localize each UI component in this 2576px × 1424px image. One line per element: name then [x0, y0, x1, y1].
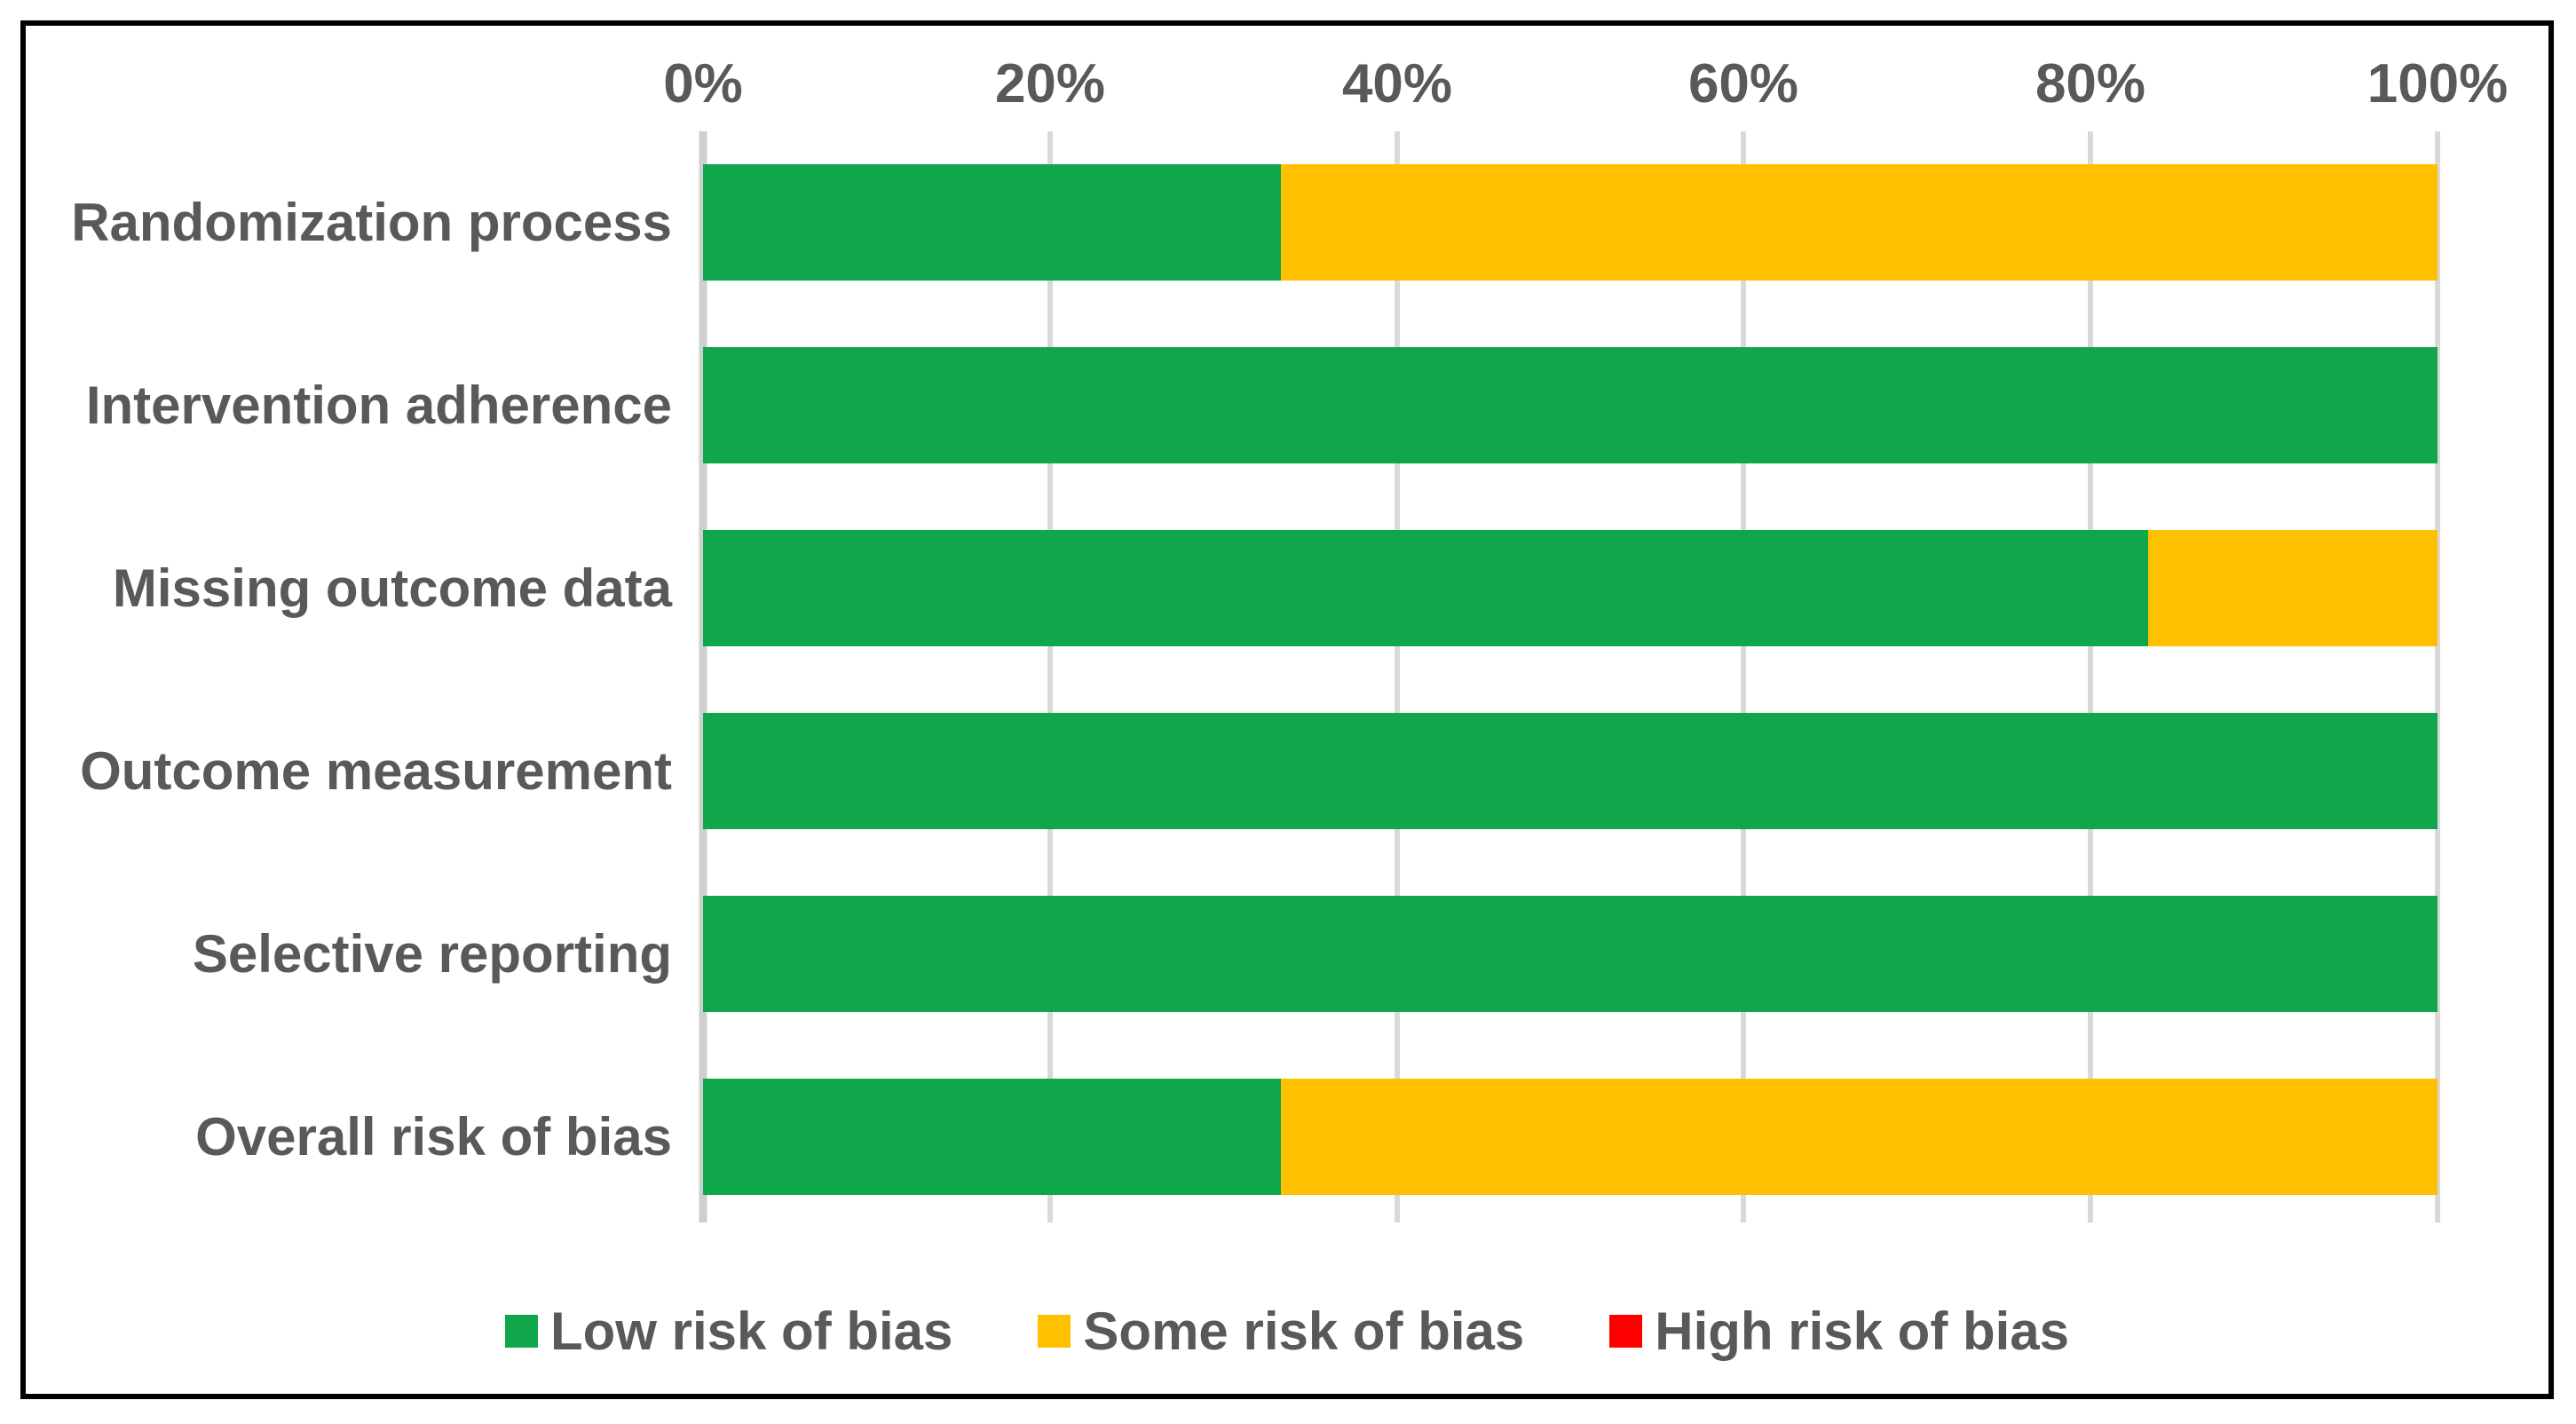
category-label-intervention-adherence: Intervention adherence: [85, 376, 672, 435]
bar-overall-risk-of-bias: [703, 1079, 2438, 1195]
some-risk-swatch-icon: [1038, 1314, 1071, 1348]
gridline-100: [2435, 131, 2440, 1222]
legend-item-some-risk: Some risk of bias: [1038, 1301, 1524, 1362]
category-label-randomization-process: Randomization process: [71, 193, 672, 252]
x-tick-label-100: 100%: [2367, 53, 2509, 115]
legend-label-low-risk: Low risk of bias: [549, 1301, 953, 1361]
x-tick-label-80: 80%: [2035, 53, 2146, 115]
bar-segment-some: [1280, 164, 2438, 281]
legend: Low risk of bias Some risk of bias High …: [26, 1293, 2548, 1369]
category-label-overall-risk-of-bias: Overall risk of bias: [195, 1107, 672, 1167]
category-label-outcome-measurement: Outcome measurement: [80, 741, 672, 801]
gridline-40: [1395, 131, 1400, 1222]
bar-missing-outcome-data: [703, 530, 2438, 646]
bar-segment-low: [703, 164, 1281, 281]
chart-frame: 0% 20% 40% 60% 80% 100% Randomization pr…: [20, 20, 2554, 1399]
gridline-80: [2088, 131, 2093, 1222]
gridline-20: [1047, 131, 1053, 1222]
bar-segment-low: [703, 347, 2438, 463]
bar-segment-some: [1280, 1079, 2438, 1195]
bar-selective-reporting: [703, 896, 2438, 1012]
low-risk-swatch-icon: [504, 1314, 538, 1348]
x-tick-label-0: 0%: [663, 53, 743, 115]
legend-label-high-risk: High risk of bias: [1655, 1301, 2070, 1361]
bar-intervention-adherence: [703, 347, 2438, 463]
x-tick-label-40: 40%: [1341, 53, 1453, 115]
bar-segment-some: [2147, 530, 2438, 646]
category-label-missing-outcome-data: Missing outcome data: [112, 558, 672, 618]
bar-segment-low: [703, 1079, 1281, 1195]
legend-item-high-risk: High risk of bias: [1609, 1301, 2069, 1362]
gridline-0: [699, 131, 707, 1222]
legend-label-some-risk: Some risk of bias: [1083, 1301, 1525, 1361]
bar-randomization-process: [703, 164, 2438, 281]
legend-item-low-risk: Low risk of bias: [504, 1301, 953, 1362]
x-tick-label-60: 60%: [1687, 53, 1799, 115]
bar-segment-low: [703, 896, 2438, 1012]
category-label-selective-reporting: Selective reporting: [192, 924, 672, 984]
bar-segment-low: [703, 530, 2148, 646]
bar-outcome-measurement: [703, 713, 2438, 829]
x-tick-label-20: 20%: [994, 53, 1106, 115]
bar-segment-low: [703, 713, 2438, 829]
gridline-60: [1741, 131, 1746, 1222]
high-risk-swatch-icon: [1609, 1314, 1643, 1348]
